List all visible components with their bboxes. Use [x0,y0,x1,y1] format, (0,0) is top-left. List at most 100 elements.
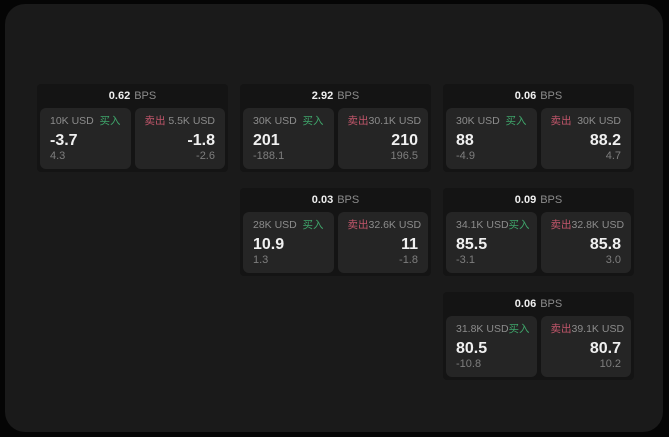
buy-panel-top: 31.8K USD 买入 [456,323,530,336]
sell-panel-top: 卖出 30K USD [551,115,622,128]
sell-panel-top: 卖出 30.1K USD [347,115,422,128]
bps-header: 0.62 BPS [37,84,228,108]
buy-price-value: 10.9 [253,236,285,253]
buy-price-value: -3.7 [50,132,78,149]
sell-delta-value: 4.7 [605,150,621,162]
sell-delta-value: -1.8 [399,254,418,266]
buy-delta-value: -3.1 [456,254,475,266]
sell-notional-label: 30K USD [577,115,621,127]
sell-notional-label: 32.8K USD [571,219,625,231]
sell-notional-label: 39.1K USD [571,323,625,335]
buy-panel-top: 28K USD 买入 [253,219,324,232]
sell-side-label: 卖出 [550,115,572,127]
bps-unit-label: BPS [134,90,157,102]
quote-card-body: 28K USD 买入 10.9 1.3 卖出 32.6K USD 11 -1.8 [240,212,431,276]
bps-value: 0.62 [108,90,131,102]
buy-side-label: 买入 [302,115,324,127]
sell-price-value: 80.7 [589,340,621,357]
sell-side-label: 卖出 [144,115,166,127]
buy-price-value: 85.5 [456,236,488,253]
buy-panel-top: 30K USD 买入 [253,115,324,128]
sell-panel[interactable]: 卖出 39.1K USD 80.7 10.2 [540,316,631,377]
quote-card: 0.62 BPS 10K USD 买入 -3.7 4.3 卖出 5.5K USD… [37,84,228,172]
sell-delta-value: 196.5 [390,150,418,162]
buy-panel[interactable]: 30K USD 买入 88 -4.9 [446,108,537,169]
bps-unit-label: BPS [540,298,563,310]
sell-panel[interactable]: 卖出 32.6K USD 11 -1.8 [337,212,428,273]
quote-card: 2.92 BPS 30K USD 买入 201 -188.1 卖出 30.1K … [240,84,431,172]
buy-price-value: 88 [456,132,474,149]
quote-card-body: 30K USD 买入 88 -4.9 卖出 30K USD 88.2 4.7 [443,108,634,172]
quote-card-grid: 0.62 BPS 10K USD 买入 -3.7 4.3 卖出 5.5K USD… [37,84,634,380]
sell-notional-label: 32.6K USD [368,219,422,231]
bps-value: 2.92 [311,90,334,102]
sell-price-value: 85.8 [589,236,621,253]
sell-side-label: 卖出 [550,323,572,335]
buy-delta-value: -188.1 [253,150,285,162]
buy-panel-top: 10K USD 买入 [50,115,121,128]
buy-price-value: 80.5 [456,340,488,357]
buy-panel-top: 30K USD 买入 [456,115,527,128]
buy-side-label: 买入 [505,115,527,127]
sell-notional-label: 5.5K USD [168,115,215,127]
quote-card-body: 34.1K USD 买入 85.5 -3.1 卖出 32.8K USD 85.8… [443,212,634,276]
buy-notional-label: 10K USD [50,115,94,127]
buy-notional-label: 34.1K USD [456,219,509,231]
buy-price-value: 201 [253,132,280,149]
sell-panel[interactable]: 卖出 32.8K USD 85.8 3.0 [540,212,631,273]
buy-notional-label: 31.8K USD [456,323,509,335]
sell-side-label: 卖出 [347,115,369,127]
buy-delta-value: 1.3 [253,254,269,266]
buy-side-label: 买入 [99,115,121,127]
sell-panel[interactable]: 卖出 30K USD 88.2 4.7 [540,108,631,169]
buy-side-label: 买入 [508,323,530,335]
buy-delta-value: -4.9 [456,150,475,162]
buy-notional-label: 30K USD [253,115,297,127]
bps-value: 0.06 [514,298,537,310]
sell-price-value: 210 [391,132,418,149]
buy-notional-label: 30K USD [456,115,500,127]
quote-card-body: 31.8K USD 买入 80.5 -10.8 卖出 39.1K USD 80.… [443,316,634,380]
sell-delta-value: 3.0 [605,254,621,266]
sell-side-label: 卖出 [347,219,369,231]
sell-panel[interactable]: 卖出 5.5K USD -1.8 -2.6 [134,108,225,169]
bps-value: 0.03 [311,194,334,206]
sell-notional-label: 30.1K USD [368,115,422,127]
sell-price-value: 11 [401,236,418,253]
buy-panel-top: 34.1K USD 买入 [456,219,530,232]
sell-panel-top: 卖出 39.1K USD [550,323,625,336]
quote-card: 0.06 BPS 31.8K USD 买入 80.5 -10.8 卖出 39.1… [443,292,634,380]
buy-delta-value: 4.3 [50,150,66,162]
quote-card: 0.09 BPS 34.1K USD 买入 85.5 -3.1 卖出 32.8K… [443,188,634,276]
sell-price-value: -1.8 [187,132,215,149]
sell-panel-top: 卖出 5.5K USD [145,115,216,128]
bps-header: 0.03 BPS [240,188,431,212]
bps-value: 0.06 [514,90,537,102]
buy-side-label: 买入 [508,219,530,231]
quote-card-body: 10K USD 买入 -3.7 4.3 卖出 5.5K USD -1.8 -2.… [37,108,228,172]
bps-value: 0.09 [514,194,537,206]
sell-panel[interactable]: 卖出 30.1K USD 210 196.5 [337,108,428,169]
bps-header: 0.06 BPS [443,84,634,108]
buy-panel[interactable]: 34.1K USD 买入 85.5 -3.1 [446,212,537,273]
buy-panel[interactable]: 30K USD 买入 201 -188.1 [243,108,334,169]
buy-panel[interactable]: 10K USD 买入 -3.7 4.3 [40,108,131,169]
bps-header: 2.92 BPS [240,84,431,108]
sell-side-label: 卖出 [550,219,572,231]
buy-notional-label: 28K USD [253,219,297,231]
quote-card-body: 30K USD 买入 201 -188.1 卖出 30.1K USD 210 1… [240,108,431,172]
sell-panel-top: 卖出 32.8K USD [550,219,625,232]
sell-delta-value: 10.2 [599,358,621,370]
bps-unit-label: BPS [337,90,360,102]
sell-price-value: 88.2 [589,132,621,149]
buy-side-label: 买入 [302,219,324,231]
buy-panel[interactable]: 28K USD 买入 10.9 1.3 [243,212,334,273]
bps-header: 0.06 BPS [443,292,634,316]
quote-card: 0.06 BPS 30K USD 买入 88 -4.9 卖出 30K USD 8… [443,84,634,172]
buy-delta-value: -10.8 [456,358,482,370]
bps-unit-label: BPS [540,194,563,206]
sell-panel-top: 卖出 32.6K USD [347,219,422,232]
bps-header: 0.09 BPS [443,188,634,212]
bps-unit-label: BPS [337,194,360,206]
buy-panel[interactable]: 31.8K USD 买入 80.5 -10.8 [446,316,537,377]
